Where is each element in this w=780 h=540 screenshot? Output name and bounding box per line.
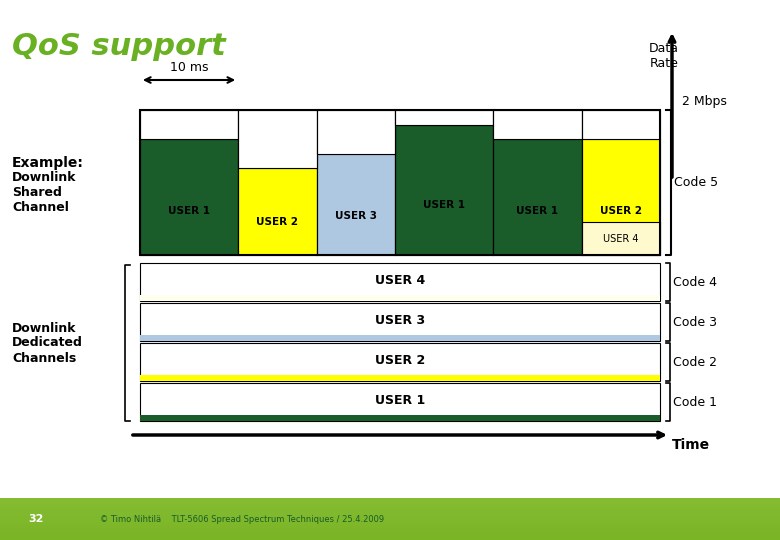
Text: Data
Rate: Data Rate [649,42,679,70]
Bar [0,507,780,510]
Text: Time: Time [672,438,710,452]
Text: © Timo Nihtilä    TLT-5606 Spread Spectrum Techniques / 25.4.2009: © Timo Nihtilä TLT-5606 Spread Spectrum … [100,515,384,523]
Text: Code 5: Code 5 [674,176,718,189]
Bar [0,501,780,504]
Bar [582,110,660,139]
Bar [0,537,780,540]
Bar [140,383,660,421]
Bar [0,522,780,525]
Text: USER 4: USER 4 [375,273,425,287]
Bar [0,519,780,522]
Text: USER 2: USER 2 [375,354,425,367]
Text: 2 Mbps: 2 Mbps [682,95,727,108]
Text: USER 3: USER 3 [335,212,377,221]
Bar [0,525,780,528]
Text: USER 1: USER 1 [168,206,210,216]
Text: USER 4: USER 4 [603,234,639,244]
Bar [140,263,660,301]
Text: Code 4: Code 4 [673,275,717,288]
Text: USER 2: USER 2 [600,206,642,216]
Bar [493,139,582,255]
Text: Code 3: Code 3 [673,315,717,328]
Bar [0,510,780,513]
Text: QoS support: QoS support [12,32,225,61]
Bar [140,335,660,341]
Text: USER 1: USER 1 [516,206,558,216]
Text: USER 1: USER 1 [424,200,465,211]
Bar [317,153,395,255]
Bar [493,110,582,139]
Bar [140,110,238,139]
Bar [140,295,660,301]
Bar [0,531,780,534]
Text: 10 ms: 10 ms [170,61,208,74]
Bar [140,139,238,255]
Text: Example:: Example: [12,156,84,170]
Bar [140,375,660,381]
Bar [0,513,780,516]
Text: Code 2: Code 2 [673,355,717,368]
Bar [582,222,660,255]
Bar [140,415,660,421]
Bar [0,516,780,519]
Bar [395,110,493,125]
Bar [140,110,660,255]
Text: USER 2: USER 2 [257,217,299,227]
Bar [238,110,317,168]
Bar [0,528,780,531]
Bar [0,534,780,537]
Bar [140,343,660,381]
Bar [395,125,493,255]
Bar [0,498,780,540]
Bar [582,139,660,255]
Bar [0,498,780,501]
Text: 32: 32 [28,514,44,524]
Bar [317,110,395,153]
Text: USER 1: USER 1 [375,394,425,407]
Bar [0,504,780,507]
Text: Code 1: Code 1 [673,395,717,408]
Bar [238,168,317,255]
Text: Downlink
Dedicated
Channels: Downlink Dedicated Channels [12,321,83,365]
Text: Downlink
Shared
Channel: Downlink Shared Channel [12,171,76,214]
Text: USER 3: USER 3 [375,314,425,327]
Bar [140,303,660,341]
